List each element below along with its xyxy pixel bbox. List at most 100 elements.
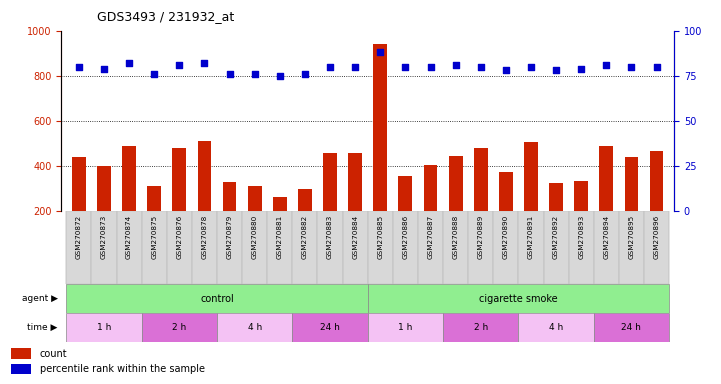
Text: GSM270891: GSM270891 (528, 215, 534, 259)
Bar (594, 211, 619, 284)
Text: GSM270892: GSM270892 (553, 215, 559, 259)
Bar (624, 157, 638, 257)
Bar (298, 189, 311, 257)
Text: GSM270872: GSM270872 (76, 215, 82, 259)
Bar (468, 211, 493, 284)
Bar (368, 313, 443, 342)
Bar (443, 211, 468, 284)
Bar (323, 152, 337, 257)
Point (350, 64, 361, 70)
Bar (518, 313, 594, 342)
Bar (448, 156, 463, 257)
Point (475, 64, 487, 70)
Bar (644, 211, 669, 284)
Point (174, 62, 185, 68)
Bar (172, 148, 186, 257)
Text: GSM270885: GSM270885 (377, 215, 384, 259)
Point (73, 64, 84, 70)
Point (98, 66, 110, 72)
Bar (217, 211, 242, 284)
Bar (92, 211, 117, 284)
Text: GSM270884: GSM270884 (352, 215, 358, 259)
Bar (248, 186, 262, 257)
Bar (443, 313, 518, 342)
Text: 1 h: 1 h (398, 323, 412, 332)
Bar (273, 197, 287, 257)
Point (500, 67, 512, 73)
Bar (594, 313, 669, 342)
Text: time ▶: time ▶ (27, 323, 58, 332)
Text: GSM270896: GSM270896 (653, 215, 660, 259)
Point (550, 67, 562, 73)
Point (374, 49, 386, 55)
Bar (97, 166, 111, 257)
Bar (399, 176, 412, 257)
Text: GSM270888: GSM270888 (453, 215, 459, 259)
Text: control: control (200, 293, 234, 304)
Bar (317, 211, 342, 284)
Bar (66, 284, 368, 313)
Bar (650, 151, 663, 257)
Text: GSM270881: GSM270881 (277, 215, 283, 259)
Text: GSM270873: GSM270873 (101, 215, 107, 259)
Bar (292, 211, 317, 284)
Text: 24 h: 24 h (320, 323, 340, 332)
Text: GSM270886: GSM270886 (402, 215, 408, 259)
Text: 24 h: 24 h (622, 323, 642, 332)
Bar (267, 211, 292, 284)
Bar (424, 165, 438, 257)
Bar (368, 284, 669, 313)
Bar (66, 313, 141, 342)
Bar (11, 348, 31, 359)
Point (249, 71, 260, 77)
Bar (493, 211, 518, 284)
Text: percentile rank within the sample: percentile rank within the sample (40, 364, 205, 374)
Point (651, 64, 663, 70)
Bar (11, 364, 31, 374)
Bar (117, 211, 141, 284)
Bar (549, 183, 563, 257)
Text: GSM270878: GSM270878 (201, 215, 208, 259)
Bar (348, 152, 362, 257)
Point (274, 73, 286, 79)
Point (399, 64, 411, 70)
Point (324, 64, 336, 70)
Text: agent ▶: agent ▶ (22, 294, 58, 303)
Bar (518, 211, 544, 284)
Text: GSM270874: GSM270874 (126, 215, 132, 259)
Point (626, 64, 637, 70)
Bar (393, 211, 418, 284)
Point (575, 66, 587, 72)
Bar (619, 211, 644, 284)
Bar (373, 44, 387, 257)
Bar (223, 182, 236, 257)
Text: GSM270876: GSM270876 (177, 215, 182, 259)
Bar (147, 186, 161, 257)
Bar (192, 211, 217, 284)
Bar (474, 148, 487, 257)
Point (525, 64, 536, 70)
Bar (368, 211, 393, 284)
Point (601, 62, 612, 68)
Text: GSM270882: GSM270882 (302, 215, 308, 259)
Point (149, 71, 160, 77)
Text: 4 h: 4 h (247, 323, 262, 332)
Text: 4 h: 4 h (549, 323, 563, 332)
Text: GSM270879: GSM270879 (226, 215, 233, 259)
Text: GSM270889: GSM270889 (478, 215, 484, 259)
Bar (141, 211, 167, 284)
Bar (418, 211, 443, 284)
Text: cigarette smoke: cigarette smoke (479, 293, 558, 304)
Bar (141, 313, 217, 342)
Point (425, 64, 436, 70)
Text: GSM270880: GSM270880 (252, 215, 257, 259)
Bar (292, 313, 368, 342)
Point (299, 71, 311, 77)
Text: GSM270883: GSM270883 (327, 215, 333, 259)
Bar (499, 172, 513, 257)
Bar (575, 181, 588, 257)
Text: 1 h: 1 h (97, 323, 111, 332)
Bar (569, 211, 594, 284)
Bar (242, 211, 267, 284)
Bar (544, 211, 569, 284)
